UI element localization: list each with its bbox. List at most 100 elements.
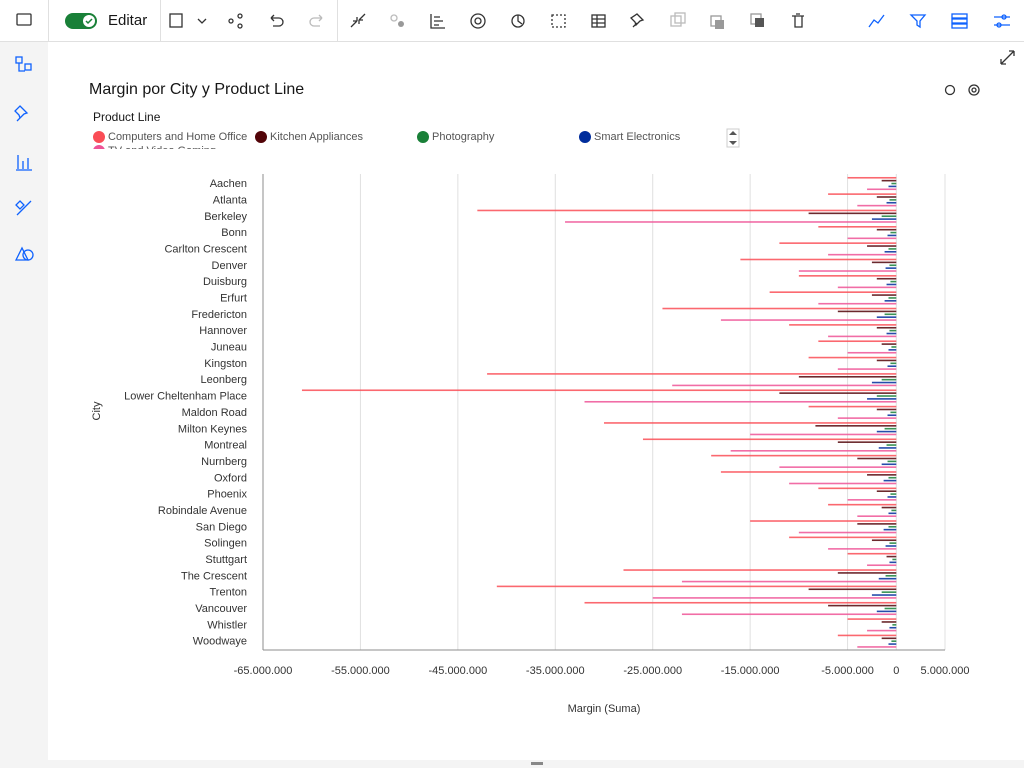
y-tick-label: Phoenix (207, 489, 247, 501)
bar (885, 545, 897, 547)
comment-icon[interactable] (16, 13, 32, 26)
bar (890, 493, 897, 495)
bar (891, 182, 897, 185)
bar (890, 411, 897, 414)
y-tick-label: Erfurt (220, 292, 247, 304)
bar (798, 270, 897, 272)
y-tick-label: Denver (212, 260, 248, 272)
x-tick-label: -55.000.000 (331, 665, 390, 677)
bar (871, 294, 897, 296)
bar (886, 283, 897, 286)
bar (881, 621, 897, 623)
bar (867, 474, 897, 476)
legend-swatch (255, 131, 267, 143)
bar (828, 193, 897, 195)
bar (808, 588, 897, 591)
bar (681, 580, 897, 583)
bar (871, 539, 897, 542)
legend-swatch (93, 131, 105, 143)
bar (876, 228, 897, 231)
y-tick-label: Milton Keynes (178, 423, 248, 435)
resize-handle[interactable] (531, 762, 543, 765)
bar (888, 643, 897, 645)
legend-label: Photography (432, 131, 495, 143)
bar (881, 591, 897, 593)
bar (881, 378, 897, 381)
save-menu[interactable] (197, 18, 207, 24)
bar (888, 512, 897, 515)
y-tick-label: Lower Cheltenham Place (124, 391, 247, 403)
bar (672, 384, 897, 387)
bar (885, 575, 897, 577)
y-tick-label: The Crescent (181, 570, 247, 582)
bar (887, 414, 897, 417)
y-tick-label: Leonberg (201, 374, 248, 386)
x-tick-label: -5.000.000 (821, 665, 874, 677)
collapse-icon[interactable] (1000, 50, 1015, 65)
y-tick-label: Trenton (209, 587, 247, 599)
bar (837, 441, 897, 443)
legend-label: Smart Electronics (594, 131, 681, 143)
y-tick-label: Kingston (204, 358, 247, 370)
y-tick-label: Vancouver (195, 603, 247, 615)
bar (876, 610, 897, 613)
bar (565, 221, 897, 223)
bar (871, 218, 897, 220)
bar (847, 176, 897, 179)
bar (720, 319, 897, 321)
bar (886, 332, 897, 335)
save-icon[interactable] (169, 13, 183, 28)
bar (881, 637, 897, 640)
x-tick-label: 0 (893, 665, 899, 677)
bar (881, 343, 897, 345)
bar (837, 634, 897, 637)
y-tick-label: Duisburg (203, 276, 247, 288)
y-tick-label: San Diego (196, 521, 247, 533)
bar (847, 499, 897, 501)
insight-icon[interactable] (944, 84, 956, 96)
settings-icon[interactable] (968, 84, 980, 96)
x-tick-label: 5.000.000 (921, 665, 970, 677)
toolbar-icons[interactable] (228, 12, 804, 29)
legend: Computers and Home Office Kitchen Applian… (93, 131, 681, 149)
bar (789, 482, 897, 485)
bar (847, 618, 897, 620)
bar (779, 242, 897, 244)
bar (857, 646, 897, 648)
right-icons[interactable] (868, 13, 1010, 29)
bar (604, 422, 897, 424)
bar (878, 577, 897, 580)
bar (789, 324, 897, 326)
bar (891, 509, 897, 512)
sidebar[interactable] (14, 56, 34, 261)
y-tick-label: Aachen (210, 178, 247, 190)
bar (881, 179, 897, 182)
y-tick-label: Robindale Avenue (158, 505, 247, 517)
bar (779, 392, 897, 394)
bar (887, 234, 897, 237)
bar (818, 340, 897, 343)
bar (876, 196, 897, 198)
bar (883, 528, 897, 531)
edit-label: Editar (108, 12, 147, 29)
bar (884, 300, 897, 302)
x-tick-label: -45.000.000 (428, 665, 487, 677)
bar (881, 506, 897, 509)
y-tick-label: Carlton Crescent (164, 243, 247, 255)
y-tick-label: Montreal (204, 440, 247, 452)
bar (584, 400, 897, 403)
legend-label: Computers and Home Office (108, 131, 247, 143)
bar (847, 552, 897, 555)
bar (652, 597, 897, 599)
bar (730, 450, 897, 452)
bar (889, 542, 897, 544)
bar (837, 417, 897, 419)
bar (750, 520, 897, 522)
bar (867, 629, 897, 632)
bar (888, 297, 897, 299)
y-tick-label: Nurnberg (201, 456, 247, 468)
bar (888, 476, 897, 479)
bar (888, 248, 897, 250)
bar (837, 368, 897, 370)
legend-scroll[interactable] (729, 131, 737, 145)
